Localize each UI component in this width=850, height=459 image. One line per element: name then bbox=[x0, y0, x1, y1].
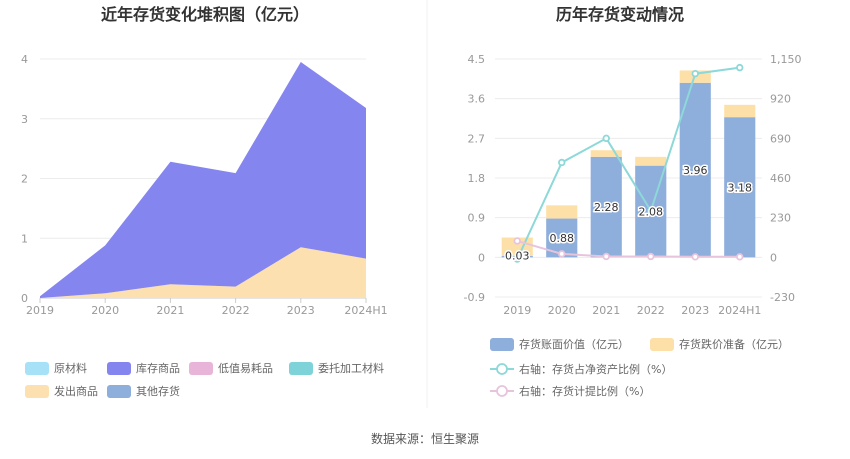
left-x-tick-label: 2019 bbox=[26, 304, 54, 317]
area-库存商品 bbox=[40, 62, 366, 298]
right-right-axis-tick-label: 460 bbox=[770, 172, 791, 185]
right-left-axis-tick-label: 3.6 bbox=[468, 93, 486, 106]
right-x-tick-label: 2019 bbox=[503, 304, 531, 317]
right-legend-label: 存货账面价值（亿元） bbox=[519, 337, 629, 351]
line-point-右轴：存货占净资产比例（%） bbox=[691, 69, 699, 78]
left-legend-label: 低值易耗品 bbox=[218, 362, 273, 375]
left-x-tick-label: 2021 bbox=[156, 304, 184, 317]
bar-value-label: 3.96 bbox=[683, 164, 708, 177]
right-left-axis-tick-label: 2.7 bbox=[468, 132, 486, 145]
line-point-右轴：存货占净资产比例（%） bbox=[736, 63, 744, 72]
right-chart-title: 历年存货变动情况 bbox=[556, 5, 684, 24]
right-legend-label: 存货跌价准备（亿元） bbox=[679, 337, 789, 351]
left-chart-title: 近年存货变化堆积图（亿元） bbox=[101, 5, 309, 24]
line-point-右轴：存货占净资产比例（%） bbox=[602, 134, 610, 143]
right-x-tick-label: 2023 bbox=[681, 304, 709, 317]
right-legend-marker bbox=[496, 363, 508, 375]
left-legend-swatch bbox=[25, 385, 49, 398]
left-x-tick-label: 2023 bbox=[287, 304, 315, 317]
left-y-tick-label: 4 bbox=[21, 53, 28, 66]
bar-value-label: 3.18 bbox=[728, 181, 753, 194]
right-right-axis-tick-label: -230 bbox=[770, 291, 795, 304]
right-legend-label: 右轴：存货占净资产比例（%） bbox=[519, 362, 672, 376]
right-x-tick-label: 2020 bbox=[548, 304, 576, 317]
line-point-右轴：存货计提比例（%） bbox=[558, 250, 566, 258]
right-right-axis-tick-label: 690 bbox=[770, 132, 791, 145]
bar-存货跌价准备（亿元） bbox=[590, 150, 622, 157]
line-point-右轴：存货占净资产比例（%） bbox=[513, 255, 521, 263]
right-right-axis-tick-label: 0 bbox=[770, 251, 777, 264]
right-right-axis-tick-label: 920 bbox=[770, 93, 791, 106]
left-legend-label: 原材料 bbox=[54, 361, 87, 375]
left-legend-label: 库存商品 bbox=[136, 361, 180, 375]
left-chart: 0 1 2 3 4 2019 2020 2021 2022 2023 2024H1 bbox=[21, 53, 388, 317]
left-legend-swatch bbox=[189, 362, 213, 375]
right-x-tick-label: 2024H1 bbox=[718, 304, 761, 317]
left-x-tick-label: 2020 bbox=[91, 304, 119, 317]
left-legend-label: 委托加工材料 bbox=[318, 361, 384, 375]
bar-存货账面价值（亿元） bbox=[679, 82, 711, 258]
bar-value-label: 2.08 bbox=[639, 205, 664, 218]
source-text: 数据来源：恒生聚源 bbox=[371, 431, 479, 446]
left-legend-swatch bbox=[25, 362, 49, 375]
area-发出商品 bbox=[40, 247, 366, 298]
left-legend-label: 其他存货 bbox=[136, 384, 180, 398]
right-legend-marker bbox=[496, 385, 508, 397]
bar-value-label: 2.28 bbox=[594, 201, 619, 214]
left-legend-swatch bbox=[107, 385, 131, 398]
line-point-右轴：存货计提比例（%） bbox=[602, 252, 610, 261]
bar-存货跌价准备（亿元） bbox=[635, 156, 667, 166]
right-left-axis-tick-label: 1.8 bbox=[468, 172, 486, 185]
left-x-tick-label: 2022 bbox=[222, 304, 250, 317]
left-y-tick-label: 3 bbox=[21, 113, 28, 126]
right-legend-swatch bbox=[490, 338, 514, 351]
right-legend-swatch bbox=[650, 338, 674, 351]
right-legend: 存货账面价值（亿元） 存货跌价准备（亿元） 右轴：存货占净资产比例（%） 右轴：存货计… bbox=[490, 337, 789, 398]
left-legend-swatch bbox=[289, 362, 313, 375]
right-left-axis-tick-label: -0.9 bbox=[464, 291, 485, 304]
left-x-tick-label: 2024H1 bbox=[344, 304, 387, 317]
right-right-axis-tick-label: 1,150 bbox=[770, 53, 802, 66]
right-chart: -0.9 0 0.9 1.8 2.7 3.6 4.5 -230 0 230 460 690 920 1,1… bbox=[464, 53, 802, 317]
line-point-右轴：存货占净资产比例（%） bbox=[647, 207, 655, 215]
left-y-tick-label: 2 bbox=[21, 173, 28, 186]
right-x-tick-label: 2021 bbox=[592, 304, 620, 317]
line-point-右轴：存货计提比例（%） bbox=[647, 252, 655, 261]
right-right-axis-tick-label: 230 bbox=[770, 212, 791, 225]
bar-value-label: 0.03 bbox=[505, 249, 530, 262]
left-y-tick-label: 0 bbox=[21, 292, 28, 305]
line-右轴：存货占净资产比例（%） bbox=[516, 66, 740, 260]
line-右轴：存货计提比例（%） bbox=[517, 239, 740, 258]
left-legend-swatch bbox=[107, 362, 131, 375]
line-point-右轴：存货计提比例（%） bbox=[513, 237, 521, 245]
left-y-tick-label: 1 bbox=[21, 232, 28, 245]
right-left-axis-tick-label: 4.5 bbox=[468, 53, 486, 66]
left-legend-label: 发出商品 bbox=[54, 384, 98, 398]
right-left-axis-tick-label: 0 bbox=[478, 251, 485, 264]
bar-存货跌价准备（亿元） bbox=[546, 205, 578, 219]
line-point-右轴：存货计提比例（%） bbox=[736, 253, 744, 261]
bar-value-label: 0.88 bbox=[550, 232, 575, 245]
right-legend-label: 右轴：存货计提比例（%） bbox=[519, 384, 650, 398]
right-left-axis-tick-label: 0.9 bbox=[468, 212, 486, 225]
bar-存货账面价值（亿元） bbox=[590, 156, 622, 258]
line-point-右轴：存货计提比例（%） bbox=[691, 253, 699, 261]
bar-存货账面价值（亿元） bbox=[724, 117, 756, 258]
line-point-右轴：存货占净资产比例（%） bbox=[558, 158, 566, 167]
bar-存货跌价准备（亿元） bbox=[724, 104, 756, 118]
right-x-tick-label: 2022 bbox=[637, 304, 665, 317]
